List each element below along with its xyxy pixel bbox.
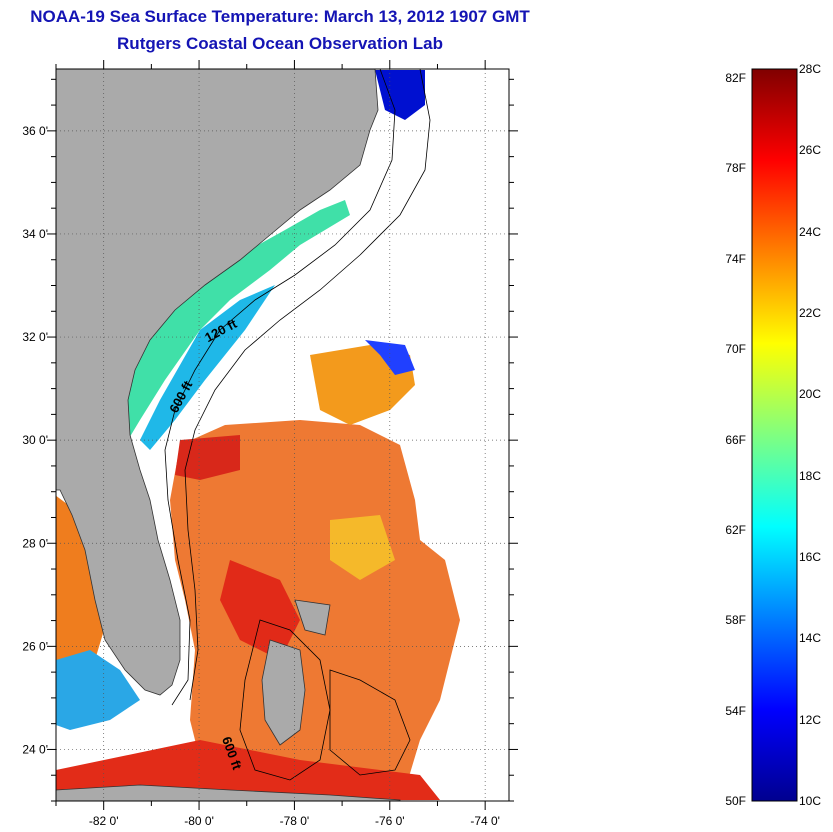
colorbar-c-label: 16C (799, 550, 822, 564)
bahamas-andros (261, 639, 306, 746)
map-subtitle: Rutgers Coastal Ocean Observation Lab (117, 34, 443, 53)
lon-tick-label: -78 0' (280, 814, 310, 828)
colorbar-c-label: 12C (799, 712, 822, 727)
colorbar-c-label: 24C (799, 224, 822, 239)
colorbar-f-label: 66F (725, 432, 746, 447)
colorbar-f-label: 50F (725, 794, 746, 808)
map-title: NOAA-19 Sea Surface Temperature: March 1… (30, 7, 530, 26)
bathymetry-contours (164, 69, 431, 781)
axis-ticks (47, 60, 518, 810)
colorbar-f-label: 62F (725, 522, 746, 537)
colorbar-c-label: 22C (799, 306, 822, 320)
colorbar-c-label: 20C (799, 387, 822, 402)
cuba-coast (56, 784, 401, 801)
lat-tick-label: 24 0' (22, 742, 48, 756)
colorbar-f-label: 74F (725, 251, 746, 266)
colorbar-f-label: 58F (725, 613, 746, 628)
lat-tick-label: 26 0' (22, 639, 48, 653)
lat-tick-label: 34 0' (22, 227, 48, 241)
latitude-tick-labels: 36 0' 34 0' 32 0' 30 0' 28 0' 26 0' 24 0' (22, 124, 48, 757)
lat-tick-label: 28 0' (22, 536, 48, 550)
lat-tick-label: 36 0' (22, 124, 48, 138)
colorbar-c-label: 28C (799, 62, 822, 76)
lat-tick-label: 32 0' (22, 330, 48, 344)
bahamas-abaco (294, 599, 331, 636)
lon-tick-label: -80 0' (184, 814, 214, 828)
colorbar-f-label: 78F (725, 161, 746, 176)
lon-tick-label: -74 0' (470, 814, 500, 828)
colorbar-f-label: 82F (725, 71, 746, 86)
colorbar-f-label: 70F (725, 342, 746, 357)
map-frame (55, 68, 510, 802)
colorbar-c-label: 14C (799, 631, 822, 646)
lat-tick-label: 30 0' (22, 433, 48, 447)
longitude-tick-labels: -82 0' -80 0' -78 0' -76 0' -74 0' (89, 814, 500, 828)
colorbar-c-label: 10C (799, 794, 822, 808)
colorbar-f-label: 54F (725, 703, 746, 718)
colorbar (751, 68, 798, 802)
colorbar-c-label: 26C (799, 143, 822, 158)
colorbar-c-label: 18C (799, 468, 822, 483)
us-landmass (56, 69, 379, 696)
lon-tick-label: -76 0' (375, 814, 405, 828)
lon-tick-label: -82 0' (89, 814, 119, 828)
